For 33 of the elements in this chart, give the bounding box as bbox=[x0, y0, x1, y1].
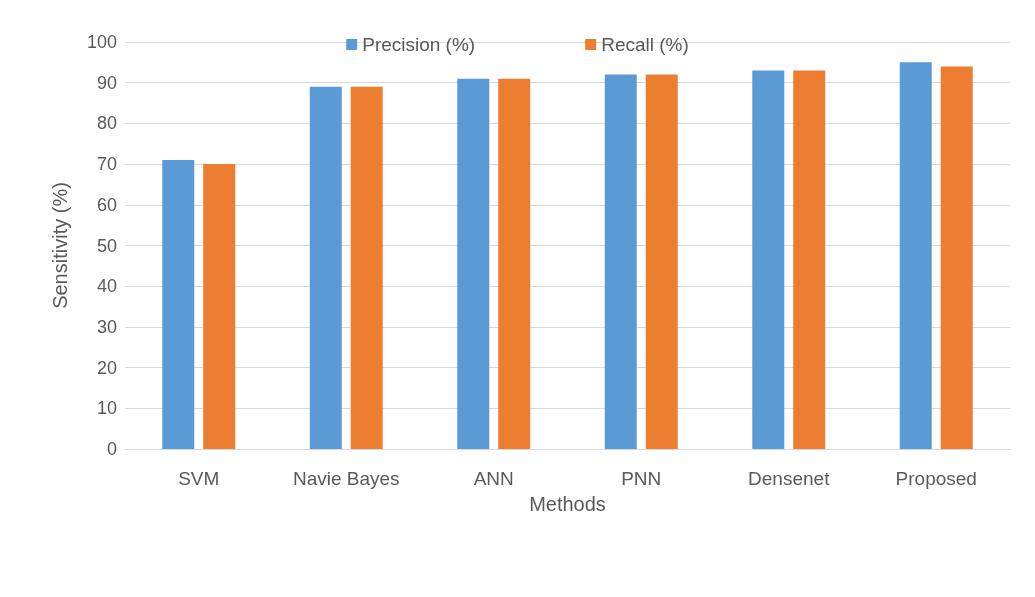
bar bbox=[350, 86, 383, 449]
y-tick-label: 10 bbox=[96, 398, 117, 419]
y-tick-label: 90 bbox=[96, 72, 117, 93]
bar bbox=[498, 78, 531, 449]
bar bbox=[793, 70, 826, 449]
x-axis-title: Methods bbox=[529, 493, 606, 515]
bar bbox=[162, 160, 195, 449]
x-tick-label: ANN bbox=[473, 468, 514, 489]
x-tick-label: Proposed bbox=[895, 468, 977, 489]
x-tick-label: Navie Bayes bbox=[292, 468, 400, 489]
x-tick-label: Densenet bbox=[748, 468, 831, 489]
bar bbox=[457, 78, 490, 449]
y-tick-label: 50 bbox=[96, 235, 117, 256]
y-tick-label: 80 bbox=[96, 113, 117, 134]
y-tick-label: 60 bbox=[96, 194, 117, 215]
y-tick-label: 40 bbox=[96, 276, 117, 297]
bar bbox=[752, 70, 785, 449]
y-tick-label: 0 bbox=[106, 439, 117, 459]
bar bbox=[940, 66, 973, 449]
y-tick-label: 20 bbox=[96, 357, 117, 378]
y-tick-label: 30 bbox=[96, 316, 117, 337]
x-tick-label: PNN bbox=[621, 468, 662, 489]
legend-label: Precision (%) bbox=[362, 34, 476, 55]
x-tick-label: SVM bbox=[178, 468, 220, 489]
y-tick-label: 70 bbox=[96, 154, 117, 175]
bar bbox=[309, 86, 342, 449]
y-tick-label: 100 bbox=[86, 32, 117, 52]
y-axis-title: Sensitivity (%) bbox=[49, 182, 71, 309]
legend-label: Recall (%) bbox=[601, 34, 689, 55]
bar bbox=[604, 74, 637, 449]
bar bbox=[899, 62, 932, 449]
bar bbox=[645, 74, 678, 449]
bar bbox=[203, 164, 236, 449]
